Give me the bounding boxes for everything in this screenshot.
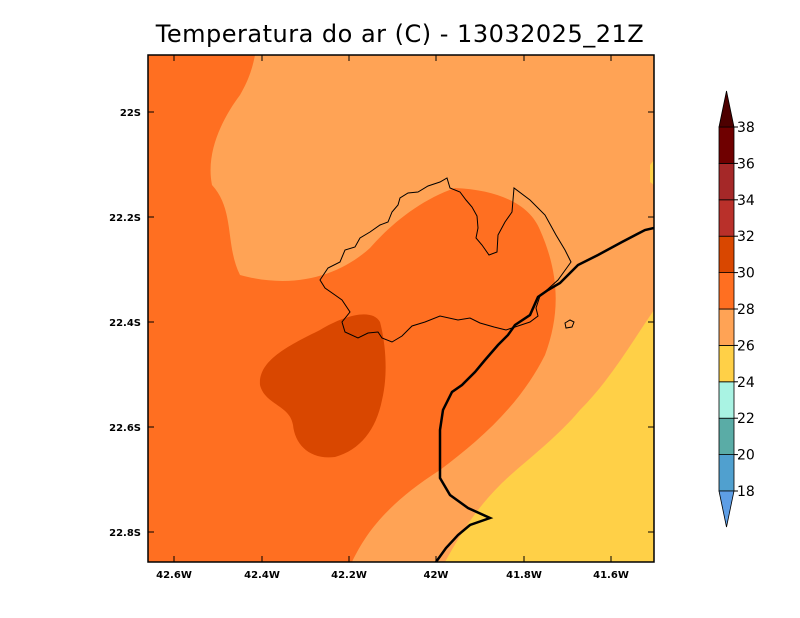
lon-tick-label: 42.4W: [244, 570, 280, 581]
municipality-boundary: [319, 177, 572, 343]
colorbar-label: 18: [737, 484, 755, 500]
colorbar-bin: [718, 381, 735, 419]
lon-tick-label: 42.2W: [331, 570, 367, 581]
longitude-axis: 42.6W 42.4W 42.2W 42W 41.8W 41.6W: [156, 55, 629, 581]
temp-26-28-region: [210, 55, 654, 562]
colorbar-bin: [718, 272, 735, 310]
temp-30-32-region: [259, 314, 386, 458]
colorbar-label: 34: [737, 193, 755, 209]
colorbar-bin: [718, 344, 735, 383]
colorbar-label: 36: [737, 156, 755, 172]
colorbar-bin: [718, 235, 735, 273]
colorbar-label: 24: [737, 375, 755, 391]
colorbar-bin: [718, 454, 735, 492]
colorbar: 18 20 22 24 26 28 30 32 34 36 38: [718, 90, 755, 528]
colorbar-label: 32: [737, 229, 755, 245]
island-outline: [564, 319, 575, 329]
colorbar-low-arrow: [718, 490, 735, 528]
colorbar-label: 28: [737, 302, 755, 318]
colorbar-label: 22: [737, 411, 755, 427]
colorbar-bin: [718, 126, 735, 164]
colorbar-label: 20: [737, 448, 755, 464]
state-boundary: [434, 226, 654, 562]
lon-tick-label: 41.8W: [506, 570, 542, 581]
colorbar-label: 26: [737, 338, 755, 354]
temp-24-26-edge-region: [650, 160, 654, 185]
lon-tick-label: 41.6W: [593, 570, 629, 581]
lat-tick-label: 22.2S: [109, 213, 141, 224]
latitude-axis: 22S 22.2S 22.4S 22.6S 22.8S: [109, 108, 654, 539]
colorbar-high-arrow: [718, 90, 735, 128]
colorbar-label: 30: [737, 266, 755, 282]
lat-tick-label: 22.8S: [109, 528, 141, 539]
colorbar-bin: [718, 199, 735, 237]
colorbar-bin: [718, 162, 735, 201]
lat-tick-label: 22.6S: [109, 423, 141, 434]
colorbar-bin: [718, 417, 735, 456]
map-title: Temperatura do ar (C) - 13032025_21Z: [155, 20, 644, 48]
temp-24-26-region: [445, 310, 654, 562]
colorbar-label: 38: [737, 120, 755, 136]
lat-tick-label: 22S: [120, 108, 141, 119]
lon-tick-label: 42W: [424, 570, 449, 581]
colorbar-bin: [718, 308, 735, 346]
lat-tick-label: 22.4S: [109, 318, 141, 329]
map-frame: [147, 54, 655, 563]
lon-tick-label: 42.6W: [156, 570, 192, 581]
